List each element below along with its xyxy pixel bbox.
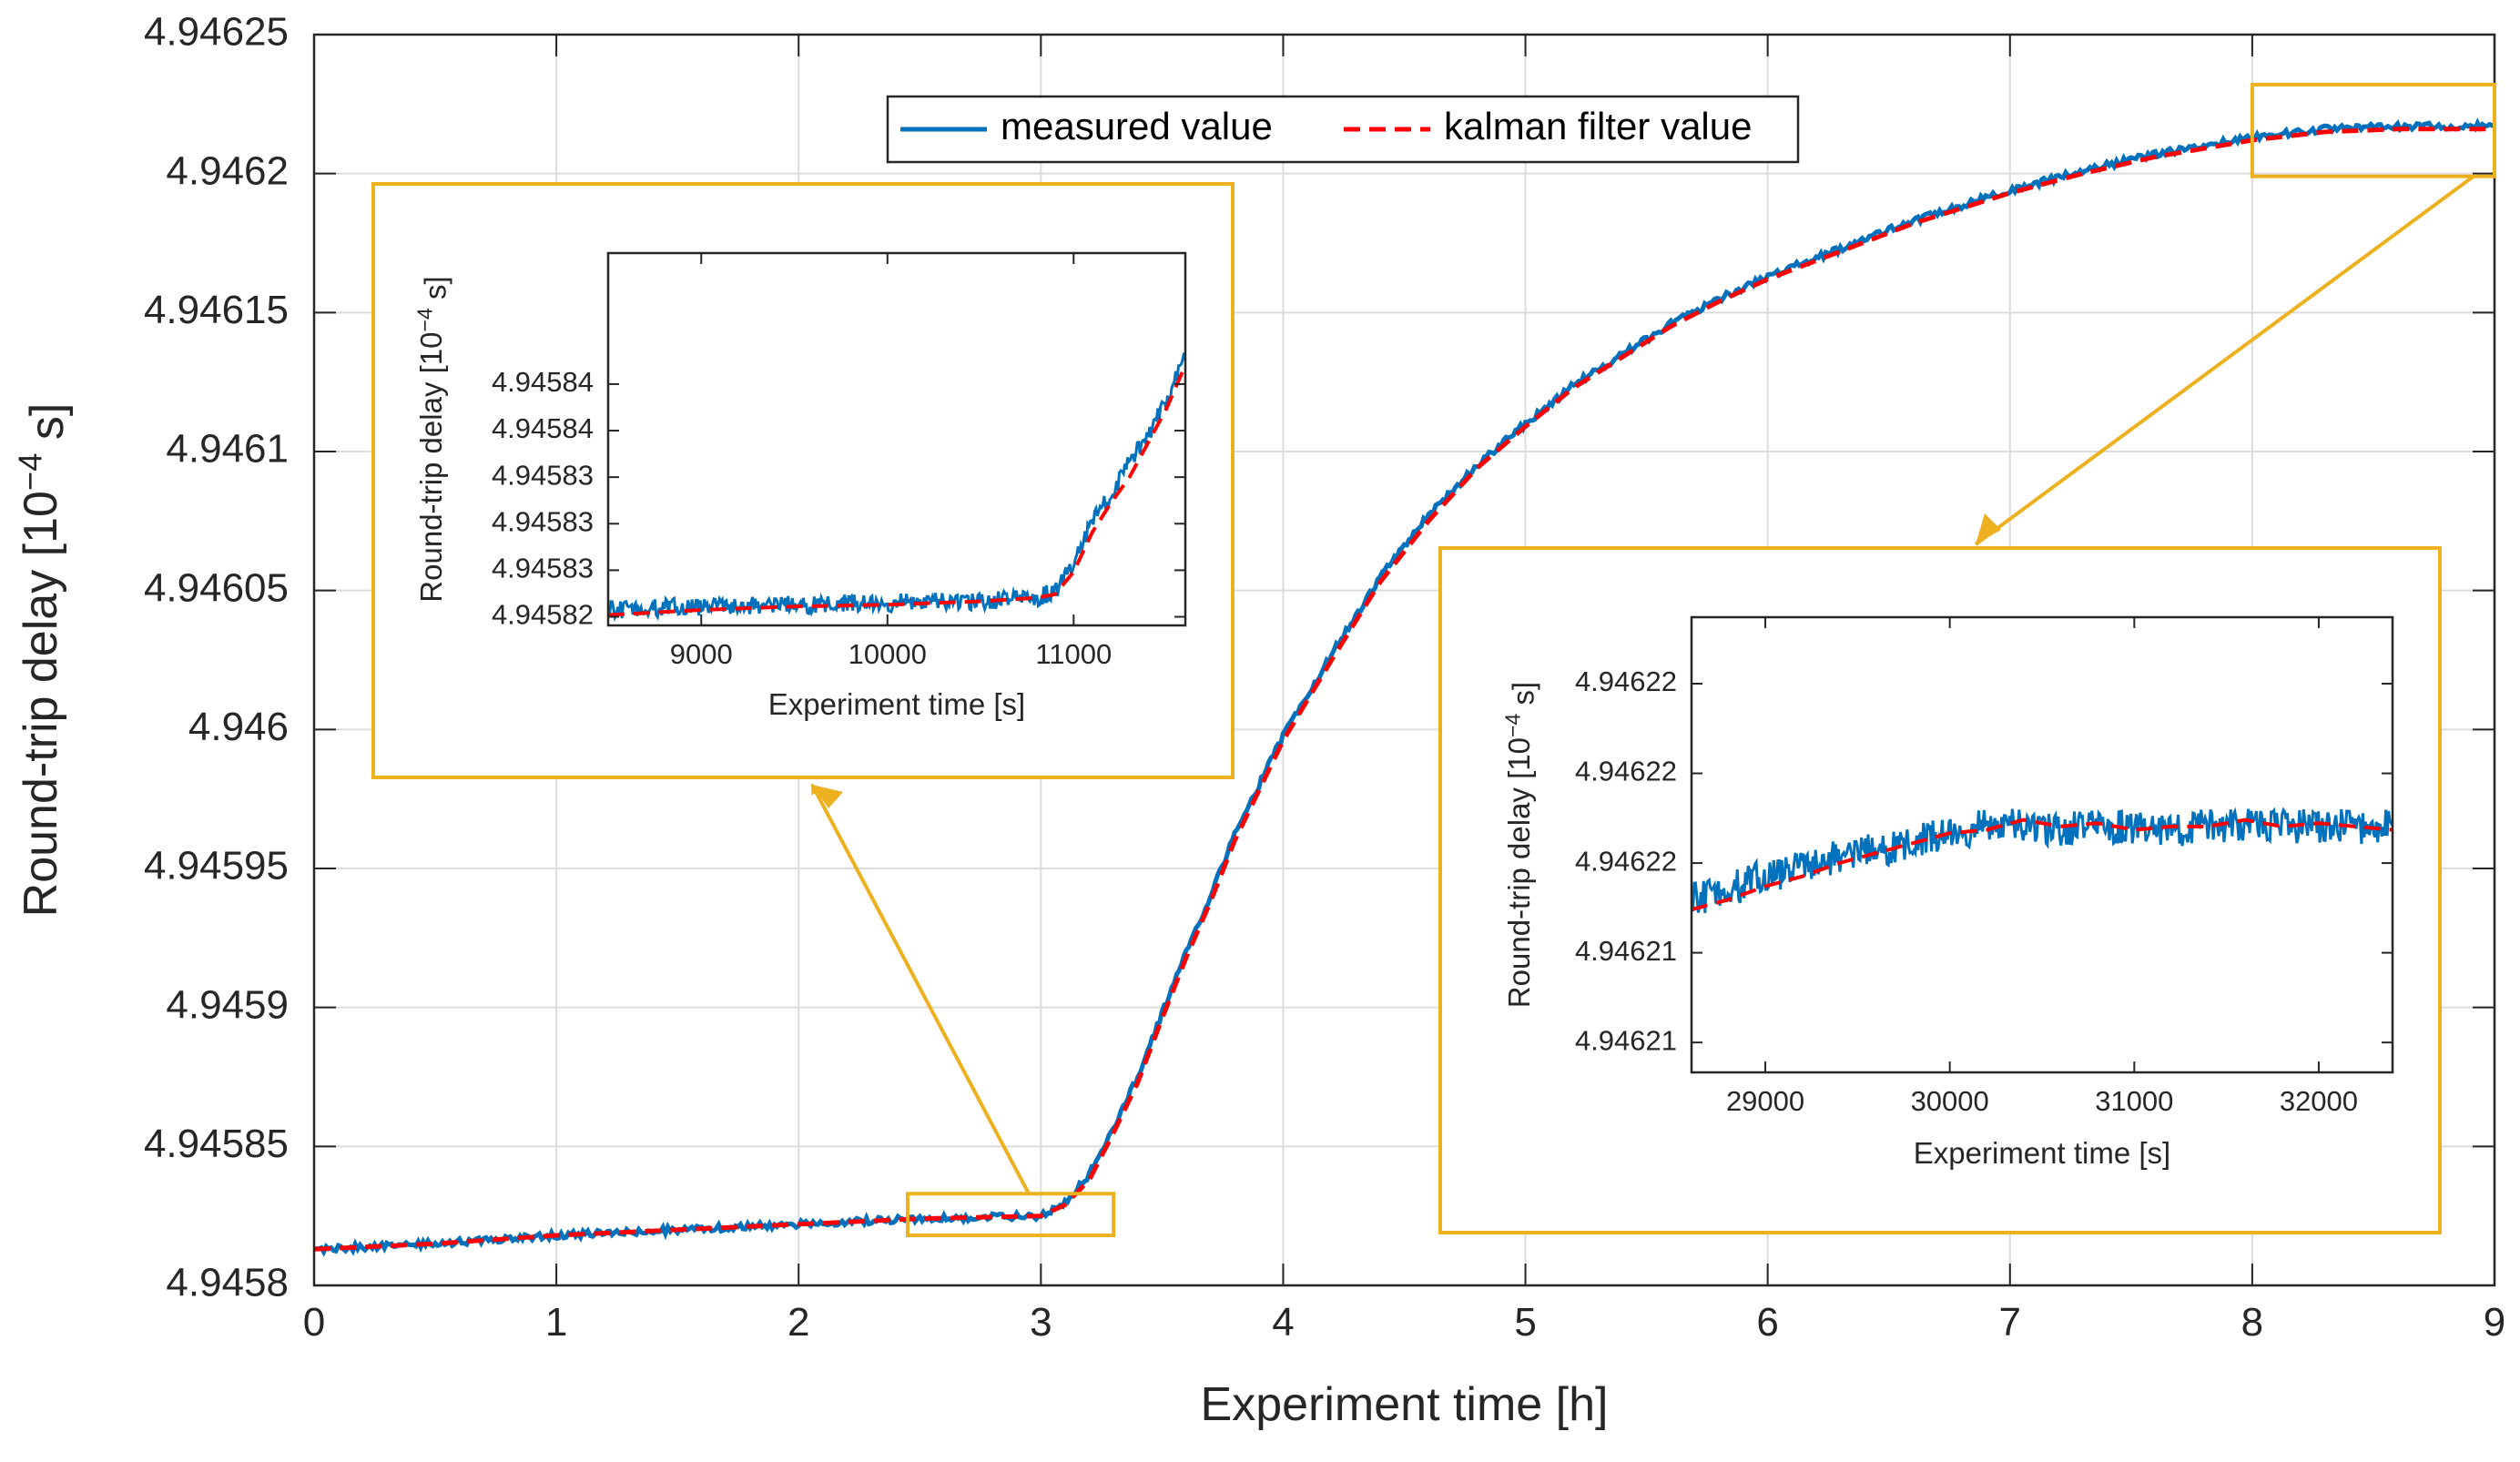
main-x-tick-label: 5 xyxy=(1514,1300,1536,1345)
inset1-y-axis-label-unit: s] xyxy=(418,276,452,308)
inset2-x-axis-label: Experiment time [s] xyxy=(1914,1136,2170,1170)
main-y-tick-label: 4.94605 xyxy=(144,565,289,610)
main-y-tick-label: 4.9458 xyxy=(166,1261,289,1305)
inset1-y-axis-label-base: Round-trip delay [10 xyxy=(414,332,448,603)
main-y-tick-label: 4.9459 xyxy=(166,982,289,1027)
main-x-tick-label: 8 xyxy=(2241,1300,2263,1345)
main-y-axis-label-base: Round-trip delay [10 xyxy=(15,491,67,917)
main-series-kalman-filter-value xyxy=(314,127,2495,1252)
inset-plot-late: 29000 30000 31000 32000 4.94621 4.94621 4.9462… xyxy=(1501,615,2394,1170)
legend-label-2: kalman filter value xyxy=(1444,105,1752,147)
inset2-y-tick-label: 4.94622 xyxy=(1575,665,1677,697)
inset2-plot-background xyxy=(1692,617,2393,1072)
zoom-box-1 xyxy=(905,1192,1116,1238)
inset2-x-tick-label: 30000 xyxy=(1911,1085,1989,1117)
main-axes-box xyxy=(312,33,2496,1287)
inset1-y-tick-label: 4.94583 xyxy=(492,505,594,537)
inset2-series-kalman-filter-value xyxy=(1692,817,2393,912)
main-y-tick-label: 4.946 xyxy=(188,705,289,749)
inset1-y-axis-label-exponent: −4 xyxy=(413,308,437,331)
main-y-axis-label-exponent: −4 xyxy=(12,453,49,492)
inset1-axes-box xyxy=(606,251,1187,627)
inset2-x-tick-label: 31000 xyxy=(2095,1085,2173,1117)
main-x-tick-label: 9 xyxy=(2484,1300,2505,1345)
legend-label-1: measured value xyxy=(1001,105,1273,147)
inset2-y-axis-label-base: Round-trip delay [10 xyxy=(1502,737,1536,1008)
inset1-y-axis-label: Round-trip delay [10−4 s] xyxy=(413,276,452,602)
zoom-arrow-1 xyxy=(810,783,1031,1195)
main-x-tick-label: 0 xyxy=(303,1300,325,1345)
main-y-tick-label: 4.94625 xyxy=(144,10,289,55)
inset2-y-tick-label: 4.94622 xyxy=(1575,845,1677,877)
inset1-series-measured-value xyxy=(608,352,1185,623)
inset2-x-tick-label: 32000 xyxy=(2280,1085,2358,1117)
main-x-tick-label: 6 xyxy=(1756,1300,1778,1345)
legend: measured value kalman filter value xyxy=(886,95,1800,164)
main-series-measured-value xyxy=(314,117,2495,1257)
inset1-x-tick-label: 11000 xyxy=(1035,638,1112,670)
zoom-arrow-1-head xyxy=(812,785,843,808)
legend-box xyxy=(886,95,1800,164)
inset1-y-tick-label: 4.94582 xyxy=(492,599,594,631)
zoom-arrow-2-head xyxy=(1976,513,2001,544)
inset1-y-tick-label: 4.94584 xyxy=(492,412,594,444)
main-x-tick-label: 4 xyxy=(1272,1300,1294,1345)
main-y-tick-label: 4.94615 xyxy=(144,288,289,332)
inset1-y-tick-label: 4.94584 xyxy=(492,366,594,398)
zoom-annotations xyxy=(810,82,2497,1238)
main-y-tick-label: 4.94595 xyxy=(144,844,289,888)
inset2-x-tick-label: 29000 xyxy=(1726,1085,1804,1117)
main-y-tick-label: 4.9461 xyxy=(166,427,289,472)
inset1-x-tick-label: 9000 xyxy=(670,638,733,670)
inset2-y-tick-label: 4.94621 xyxy=(1575,935,1677,967)
inset1-y-tick-label: 4.94583 xyxy=(492,459,594,491)
inset2-axes-box xyxy=(1690,615,2394,1074)
inset1-x-axis-label: Experiment time [s] xyxy=(768,687,1025,721)
inset2-y-axis-label-unit: s] xyxy=(1506,682,1539,714)
main-x-tick-label: 3 xyxy=(1030,1300,1052,1345)
inset2-y-tick-label: 4.94622 xyxy=(1575,756,1677,787)
main-y-axis-label-unit: s] xyxy=(21,403,74,453)
inset1-series-kalman-filter-value xyxy=(608,364,1185,617)
inset1-plot-background xyxy=(608,253,1185,625)
inset2-y-axis-label: Round-trip delay [10−4 s] xyxy=(1501,682,1540,1008)
zoom-box-2 xyxy=(2250,82,2497,178)
inset2-series-measured-value xyxy=(1692,807,2393,913)
main-x-axis-label: Experiment time [h] xyxy=(1201,1378,1609,1431)
inset2-y-axis-label-exponent: −4 xyxy=(1501,714,1525,737)
main-y-tick-label: 4.94585 xyxy=(144,1122,289,1166)
main-y-axis-label: Round-trip delay [10−4 s] xyxy=(12,403,74,918)
inset1-y-tick-label: 4.94583 xyxy=(492,553,594,584)
main-x-tick-label: 1 xyxy=(545,1300,567,1345)
main-x-tick-label: 2 xyxy=(788,1300,809,1345)
main-y-tick-label: 4.9462 xyxy=(166,148,289,193)
main-x-tick-label: 7 xyxy=(1999,1300,2021,1345)
inset-plot-early: 9000 10000 11000 4.94582 4.94583 4.94583 4.945… xyxy=(413,251,1187,721)
zoom-arrow-2 xyxy=(1974,175,2475,546)
inset2-y-tick-label: 4.94621 xyxy=(1575,1024,1677,1056)
inset1-x-tick-label: 10000 xyxy=(848,638,927,670)
